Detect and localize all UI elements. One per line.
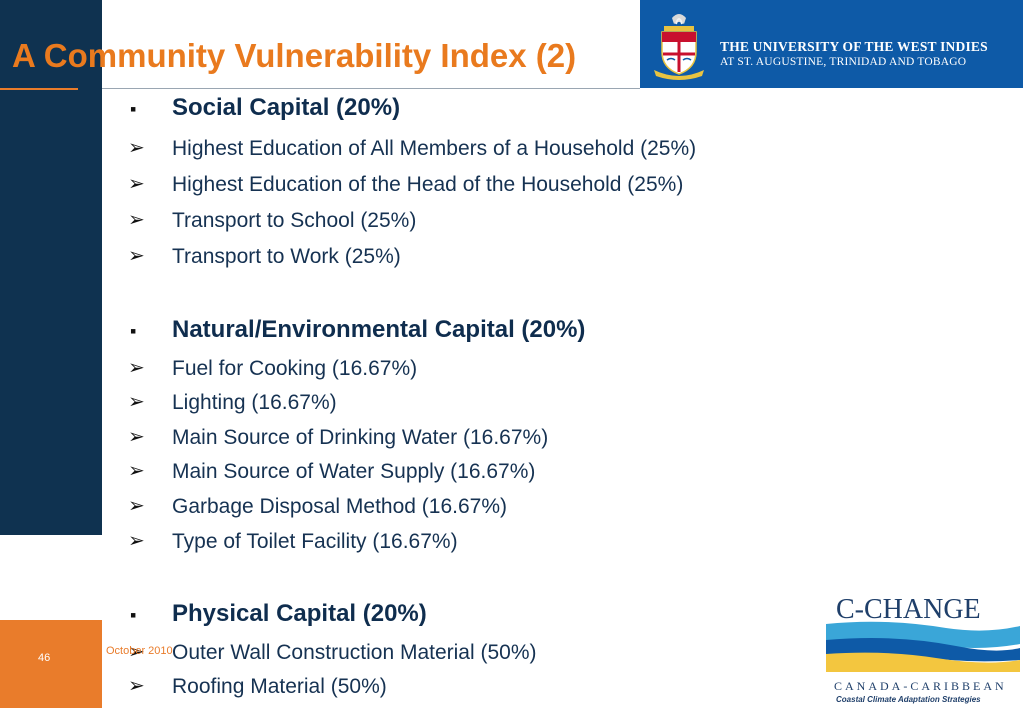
- arrow-bullet-icon: ➢: [128, 530, 145, 552]
- c-change-logo: C-CHANGE CANADA-CARIBBEAN Coastal Climat…: [826, 594, 1020, 704]
- slide-title: A Community Vulnerability Index (2): [12, 37, 577, 74]
- title-underline: [0, 88, 78, 90]
- list-item-text: Main Source of Drinking Water (16.67%): [172, 426, 549, 449]
- left-footer-block: [0, 620, 102, 708]
- arrow-bullet-icon: ➢: [128, 460, 145, 482]
- list-item-text: Outer Wall Construction Material (50%): [172, 641, 537, 664]
- square-bullet-icon: ▪: [130, 321, 137, 341]
- university-campus: AT ST. AUGUSTINE, TRINIDAD AND TOBAGO: [720, 56, 967, 68]
- list-item-text: Garbage Disposal Method (16.67%): [172, 495, 508, 518]
- list-item-text: Lighting (16.67%): [172, 391, 337, 414]
- arrow-bullet-icon: ➢: [128, 173, 145, 195]
- arrow-bullet-icon: ➢: [128, 495, 145, 517]
- page-number: 46: [38, 652, 51, 664]
- arrow-bullet-icon: ➢: [128, 357, 145, 379]
- section-heading-text: Social Capital (20%): [172, 94, 401, 121]
- left-sidebar-bar: [0, 0, 102, 535]
- university-banner: THE UNIVERSITY OF THE WEST INDIES AT ST.…: [640, 0, 1023, 88]
- arrow-bullet-icon: ➢: [128, 426, 145, 448]
- c-change-logo-sub2: Coastal Climate Adaptation Strategies: [836, 695, 981, 704]
- square-bullet-icon: ▪: [130, 99, 137, 119]
- list-item-text: Main Source of Water Supply (16.67%): [172, 460, 536, 483]
- list-item-text: Transport to School (25%): [172, 209, 417, 232]
- c-change-logo-name: C-CHANGE: [836, 594, 981, 625]
- list-item-text: Type of Toilet Facility (16.67%): [172, 530, 458, 553]
- arrow-bullet-icon: ➢: [128, 209, 145, 231]
- list-item-text: Fuel for Cooking (16.67%): [172, 357, 418, 380]
- list-item-text: Highest Education of the Head of the Hou…: [172, 173, 684, 196]
- slide-date: October 2010: [106, 645, 173, 657]
- list-item-text: Roofing Material (50%): [172, 675, 387, 698]
- wave-icon: [826, 621, 1020, 648]
- arrow-bullet-icon: ➢: [128, 137, 145, 159]
- section-heading-text: Natural/Environmental Capital (20%): [172, 316, 586, 343]
- university-name: THE UNIVERSITY OF THE WEST INDIES: [720, 39, 988, 54]
- list-item-text: Transport to Work (25%): [172, 245, 401, 268]
- arrow-bullet-icon: ➢: [128, 245, 145, 267]
- arrow-bullet-icon: ➢: [128, 675, 145, 697]
- header-divider: [102, 88, 640, 89]
- square-bullet-icon: ▪: [130, 605, 137, 625]
- uwi-crest-icon: [654, 14, 704, 80]
- c-change-logo-sub1: CANADA-CARIBBEAN: [834, 679, 1007, 693]
- arrow-bullet-icon: ➢: [128, 391, 145, 413]
- list-item-text: Highest Education of All Members of a Ho…: [172, 137, 697, 160]
- section-heading-text: Physical Capital (20%): [172, 600, 427, 627]
